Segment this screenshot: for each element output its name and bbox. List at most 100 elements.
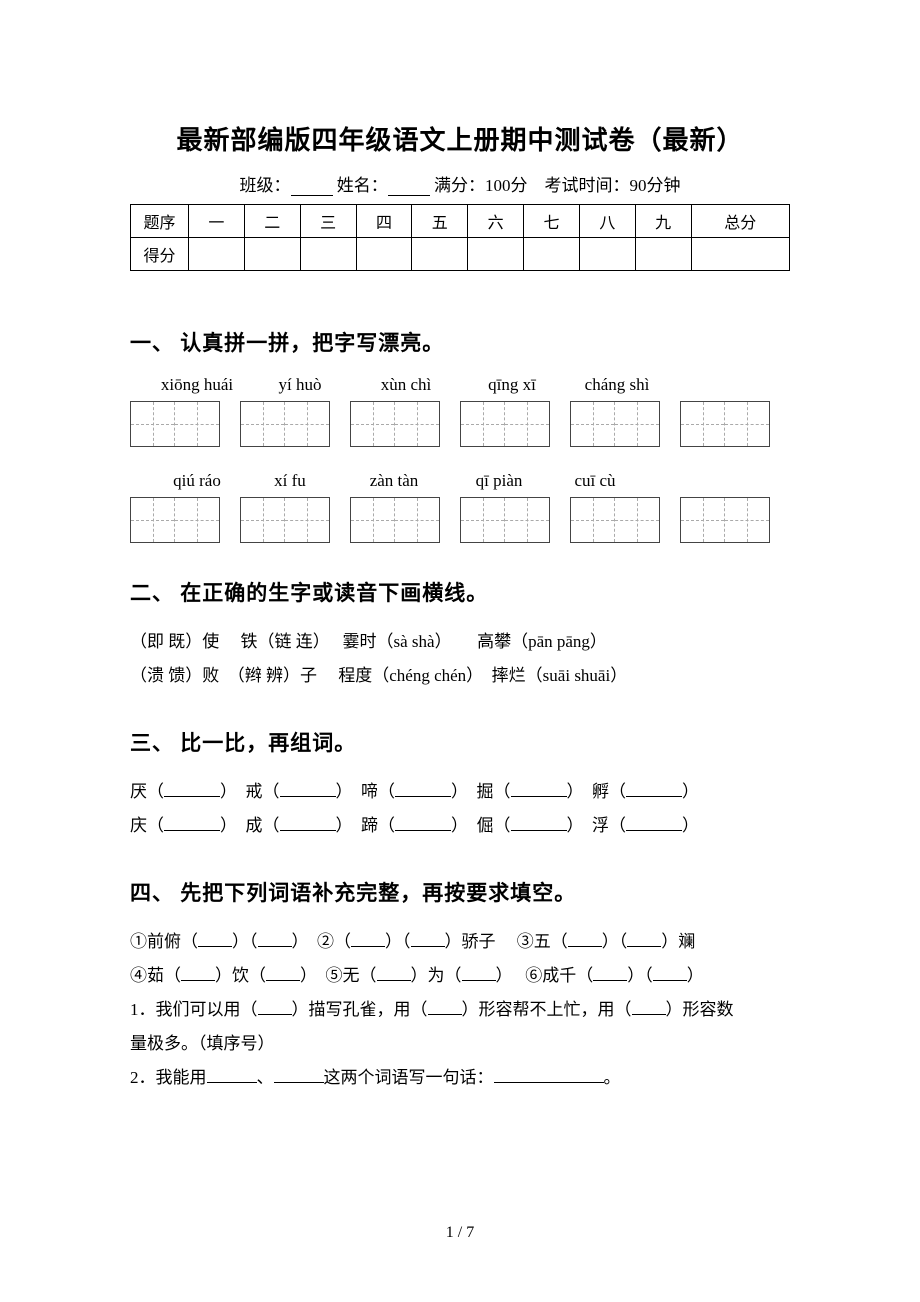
blank[interactable] xyxy=(626,815,682,831)
text: ）（ xyxy=(627,966,653,985)
char-box[interactable] xyxy=(240,401,330,447)
char: 掘 xyxy=(477,782,494,801)
full-score: 满分：100分 xyxy=(434,176,528,195)
char: 啼 xyxy=(361,782,378,801)
class-blank[interactable] xyxy=(291,179,333,196)
th-col: 八 xyxy=(579,205,635,238)
char-box-row xyxy=(130,497,790,543)
blank[interactable] xyxy=(395,815,451,831)
blank[interactable] xyxy=(428,1000,462,1015)
text: ） ⑤无（ xyxy=(300,966,377,985)
blank[interactable] xyxy=(351,932,385,947)
th-col: 一 xyxy=(189,205,245,238)
td-blank[interactable] xyxy=(468,238,524,271)
th-col: 四 xyxy=(356,205,412,238)
blank[interactable] xyxy=(568,932,602,947)
blank[interactable] xyxy=(462,966,496,981)
char-box[interactable] xyxy=(570,497,660,543)
th-total: 总分 xyxy=(691,205,789,238)
blank[interactable] xyxy=(207,1068,257,1083)
td-blank[interactable] xyxy=(300,238,356,271)
td-blank[interactable] xyxy=(356,238,412,271)
table-row: 题序 一 二 三 四 五 六 七 八 九 总分 xyxy=(131,205,790,238)
text: 、 xyxy=(257,1068,274,1087)
text: ）（ xyxy=(602,932,628,951)
section-heading: 一、 认真拼一拼，把字写漂亮。 xyxy=(130,327,790,357)
char-box[interactable] xyxy=(460,401,550,447)
char-box[interactable] xyxy=(680,401,770,447)
pinyin-cell: qiú ráo xyxy=(130,471,240,491)
text: ）形容数 xyxy=(666,1000,734,1019)
blank[interactable] xyxy=(164,815,220,831)
text: ） ②（ xyxy=(292,932,352,951)
blank[interactable] xyxy=(198,932,232,947)
char-box[interactable] xyxy=(460,497,550,543)
blank[interactable] xyxy=(395,781,451,797)
th-col: 三 xyxy=(300,205,356,238)
pinyin-cell: qī piàn xyxy=(448,471,550,491)
text: 这两个词语写一句话： xyxy=(324,1068,494,1087)
blank[interactable] xyxy=(181,966,215,981)
char-box-row xyxy=(130,401,790,447)
char-box[interactable] xyxy=(350,497,440,543)
char-box[interactable] xyxy=(130,497,220,543)
score-table: 题序 一 二 三 四 五 六 七 八 九 总分 得分 xyxy=(130,204,790,271)
blank[interactable] xyxy=(511,815,567,831)
blank[interactable] xyxy=(511,781,567,797)
td-blank[interactable] xyxy=(691,238,789,271)
section-4: 四、 先把下列词语补充完整，再按要求填空。 ①前俯（）（） ②（）（）骄子 ③五… xyxy=(130,877,790,1095)
char-box[interactable] xyxy=(350,401,440,447)
table-row: 得分 xyxy=(131,238,790,271)
blank[interactable] xyxy=(266,966,300,981)
blank[interactable] xyxy=(632,1000,666,1015)
char: 孵 xyxy=(592,782,609,801)
name-blank[interactable] xyxy=(388,179,430,196)
char: 浮 xyxy=(592,816,609,835)
char: 倔 xyxy=(477,816,494,835)
th-col: 七 xyxy=(524,205,580,238)
body-line: 庆（） 成（） 蹄（） 倔（） 浮（） xyxy=(130,809,790,843)
body-line: （溃 馈）败 （辫 辨）子 程度（chéng chén） 摔烂（suāi shu… xyxy=(130,659,790,693)
blank[interactable] xyxy=(626,781,682,797)
section-heading: 四、 先把下列词语补充完整，再按要求填空。 xyxy=(130,877,790,907)
blank[interactable] xyxy=(494,1068,604,1083)
char-box[interactable] xyxy=(570,401,660,447)
th-col: 五 xyxy=(412,205,468,238)
page-footer: 1 / 7 xyxy=(0,1224,920,1242)
body-line: 1．我们可以用（）描写孔雀，用（）形容帮不上忙，用（）形容数 xyxy=(130,993,790,1027)
text: 。 xyxy=(604,1068,621,1087)
blank[interactable] xyxy=(258,932,292,947)
class-label: 班级： xyxy=(240,176,291,195)
text: 2．我能用 xyxy=(130,1068,207,1087)
pinyin-cell: xí fu xyxy=(240,471,340,491)
body-line: 厌（） 戒（） 啼（） 掘（） 孵（） xyxy=(130,775,790,809)
th-col: 二 xyxy=(244,205,300,238)
blank[interactable] xyxy=(280,781,336,797)
blank[interactable] xyxy=(593,966,627,981)
blank[interactable] xyxy=(164,781,220,797)
td-blank[interactable] xyxy=(635,238,691,271)
td-blank[interactable] xyxy=(579,238,635,271)
char-box[interactable] xyxy=(240,497,330,543)
section-1: 一、 认真拼一拼，把字写漂亮。 xiōng huái yí huò xùn ch… xyxy=(130,327,790,543)
td-blank[interactable] xyxy=(189,238,245,271)
pinyin-cell: zàn tàn xyxy=(340,471,448,491)
exam-time: 考试时间：90分钟 xyxy=(545,176,681,195)
blank[interactable] xyxy=(411,932,445,947)
blank[interactable] xyxy=(627,932,661,947)
blank[interactable] xyxy=(258,1000,292,1015)
name-label: 姓名： xyxy=(337,176,388,195)
blank[interactable] xyxy=(274,1068,324,1083)
th-col: 九 xyxy=(635,205,691,238)
td-blank[interactable] xyxy=(412,238,468,271)
td-blank[interactable] xyxy=(244,238,300,271)
blank[interactable] xyxy=(280,815,336,831)
text: ）（ xyxy=(385,932,411,951)
blank[interactable] xyxy=(653,966,687,981)
td-blank[interactable] xyxy=(524,238,580,271)
char: 戒 xyxy=(246,782,263,801)
pinyin-cell: cuī cù xyxy=(550,471,640,491)
blank[interactable] xyxy=(377,966,411,981)
char-box[interactable] xyxy=(130,401,220,447)
char-box[interactable] xyxy=(680,497,770,543)
